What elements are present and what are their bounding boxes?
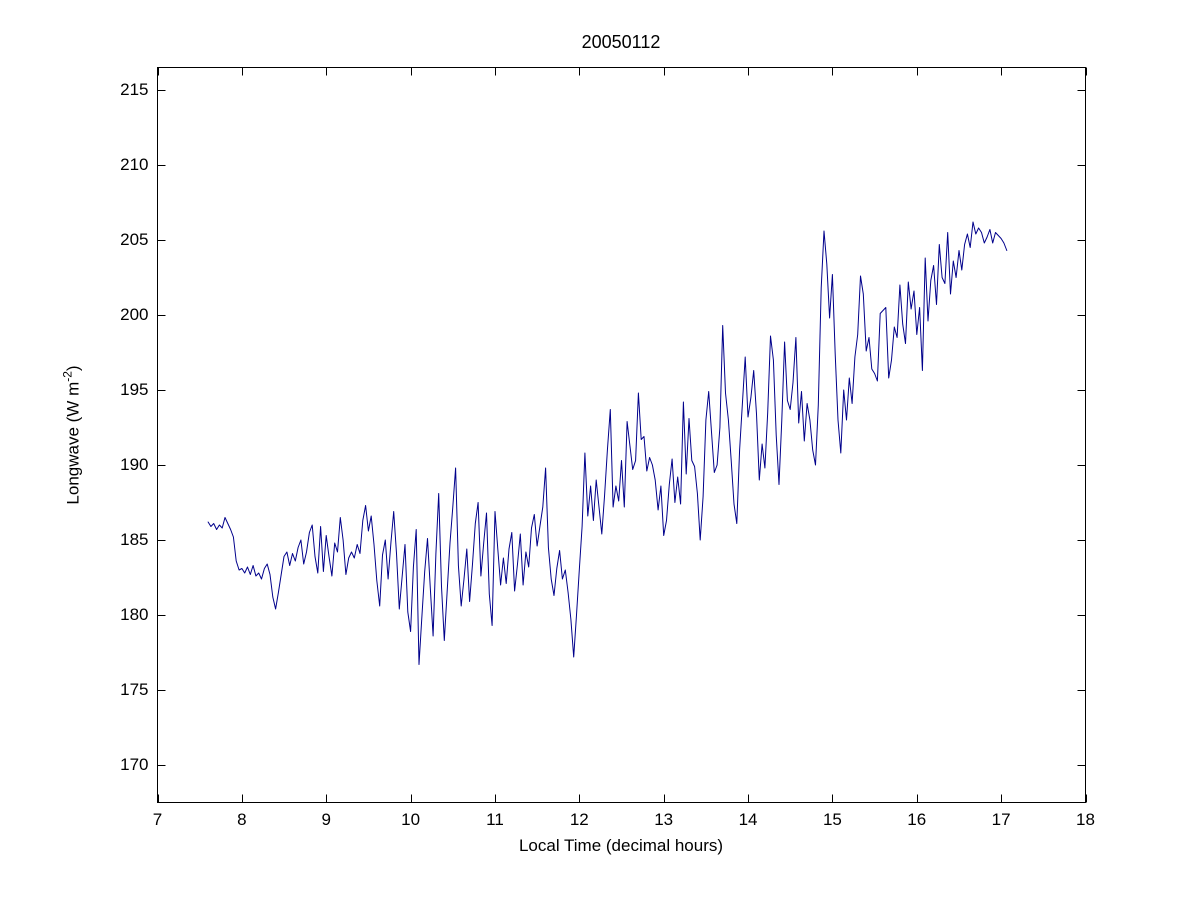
data-line [207,221,1008,665]
x-tick-label: 9 [321,809,331,829]
y-axis-label-superscript: -2 [60,371,75,382]
x-tick-label: 7 [152,809,163,829]
y-tick-label: 175 [120,680,149,699]
x-tick-label: 14 [738,809,758,829]
y-tick-label: 215 [120,80,149,99]
figure-title: 20050112 [581,32,661,52]
x-tick-label: 11 [486,809,504,829]
y-tick-label: 205 [120,230,149,249]
y-tick-label: 185 [120,530,149,549]
x-axis-label: Local Time (decimal hours) [518,836,724,855]
y-axis-label: Longwave (W m-2) [61,365,84,504]
tick-mark-path [157,67,1087,803]
y-tick-label: 170 [120,755,149,774]
y-tick-label: 195 [120,380,149,399]
tick-marks [157,67,1087,803]
y-tick-label: 200 [120,305,149,324]
y-axis-label-close: ) [63,365,83,372]
x-tick-label: 16 [907,809,927,829]
y-tick-label: 210 [120,155,149,174]
x-tick-label: 13 [654,809,674,829]
x-tick-label: 18 [1076,809,1095,829]
y-axis-label-text: Longwave (W m [63,381,83,505]
x-tick-label: 15 [822,809,842,829]
x-tick-label: 10 [401,809,421,829]
x-tick-label: 12 [569,809,589,829]
y-tick-label: 190 [120,455,149,474]
y-tick-label: 180 [120,605,149,624]
plot-border [157,67,1086,803]
x-tick-label: 17 [991,809,1011,829]
x-tick-label: 8 [237,809,247,829]
